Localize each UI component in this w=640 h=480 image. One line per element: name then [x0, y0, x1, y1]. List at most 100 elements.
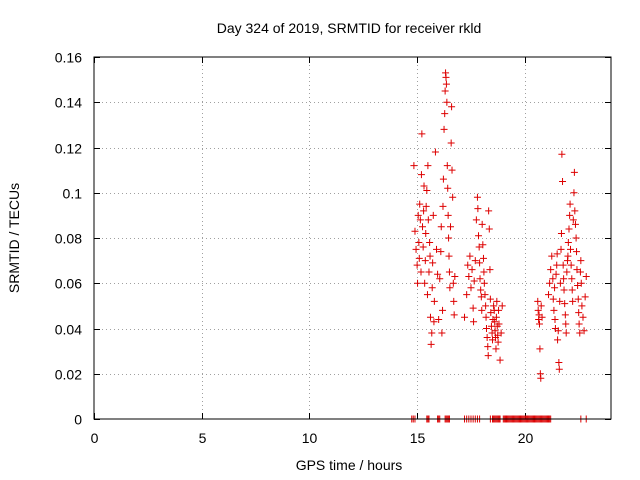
- data-point: [425, 268, 433, 276]
- y-tick-label: 0.04: [55, 322, 82, 338]
- data-point: [463, 291, 471, 299]
- data-point: [419, 243, 427, 251]
- data-point: [420, 207, 428, 215]
- data-point: [566, 211, 574, 219]
- data-point: [447, 139, 455, 147]
- data-point: [443, 98, 451, 106]
- data-point: [441, 110, 449, 118]
- data-point: [554, 327, 562, 335]
- x-tick-label: 15: [410, 430, 426, 446]
- data-point: [465, 272, 473, 280]
- data-point: [476, 259, 484, 267]
- data-point: [467, 284, 475, 292]
- data-point: [477, 286, 485, 294]
- data-point: [573, 248, 581, 256]
- data-point: [446, 284, 454, 292]
- data-point: [430, 297, 438, 305]
- data-point: [449, 193, 457, 201]
- data-point: [574, 282, 582, 290]
- data-point: [485, 225, 493, 233]
- data-point: [439, 175, 447, 183]
- x-tick-label: 5: [199, 430, 207, 446]
- data-point: [562, 320, 570, 328]
- data-point: [411, 227, 419, 235]
- x-tick-label: 0: [91, 430, 99, 446]
- data-point: [491, 327, 499, 335]
- data-point: [480, 279, 488, 287]
- data-point: [426, 239, 434, 247]
- data-point: [450, 297, 458, 305]
- data-point: [580, 327, 588, 335]
- data-point: [570, 189, 578, 197]
- data-point: [414, 211, 422, 219]
- data-point: [415, 254, 423, 262]
- data-point: [537, 302, 545, 310]
- data-point: [424, 216, 432, 224]
- data-point: [576, 268, 584, 276]
- data-point: [550, 306, 558, 314]
- data-point: [442, 73, 450, 81]
- data-point: [439, 306, 447, 314]
- data-point: [558, 150, 566, 158]
- data-point: [414, 279, 422, 287]
- data-point: [410, 162, 418, 170]
- data-point: [564, 252, 572, 260]
- y-tick-label: 0.02: [55, 367, 82, 383]
- data-point: [577, 279, 585, 287]
- data-point: [480, 268, 488, 276]
- data-point: [429, 211, 437, 219]
- data-point: [553, 261, 561, 269]
- data-point: [422, 229, 430, 237]
- data-point: [418, 130, 426, 138]
- data-point: [492, 345, 500, 353]
- data-point: [472, 216, 480, 224]
- data-point: [492, 313, 500, 321]
- data-point: [478, 220, 486, 228]
- data-point: [482, 325, 490, 332]
- data-point: [536, 345, 544, 353]
- data-point: [475, 243, 483, 251]
- data-point: [421, 279, 429, 287]
- data-point: [444, 211, 452, 219]
- data-point: [423, 186, 431, 194]
- data-point: [464, 261, 472, 269]
- data-point: [560, 275, 568, 283]
- data-point: [412, 245, 420, 253]
- data-point: [557, 229, 565, 237]
- data-point: [486, 295, 494, 303]
- x-axis-label: GPS time / hours: [296, 457, 403, 473]
- data-point: [494, 338, 502, 346]
- data-point: [535, 320, 543, 328]
- data-point: [561, 311, 569, 319]
- data-point: [551, 315, 559, 323]
- data-point: [423, 291, 431, 299]
- data-point: [442, 80, 450, 88]
- data-point: [475, 232, 483, 240]
- data-point: [430, 318, 438, 326]
- chart-title: Day 324 of 2019, SRMTID for receiver rkl…: [217, 20, 482, 36]
- data-point: [431, 148, 439, 156]
- data-point: [566, 200, 574, 208]
- data-point: [424, 162, 432, 170]
- data-point: [447, 223, 455, 231]
- data-point: [449, 279, 457, 287]
- data-point: [498, 302, 506, 310]
- data-point: [478, 306, 486, 314]
- data-point: [428, 284, 436, 292]
- data-point: [445, 252, 453, 260]
- y-axis-label: SRMTID / TECUs: [6, 183, 22, 293]
- data-point: [562, 329, 570, 337]
- grid-lines: [94, 57, 611, 419]
- data-point: [555, 358, 563, 366]
- data-point: [471, 257, 479, 265]
- data-point: [548, 252, 556, 260]
- data-point: [443, 162, 451, 170]
- data-point: [417, 171, 425, 179]
- data-point: [579, 313, 587, 321]
- data-point: [568, 275, 576, 283]
- data-point: [439, 202, 447, 210]
- data-point: [556, 297, 564, 305]
- data-point: [484, 343, 492, 351]
